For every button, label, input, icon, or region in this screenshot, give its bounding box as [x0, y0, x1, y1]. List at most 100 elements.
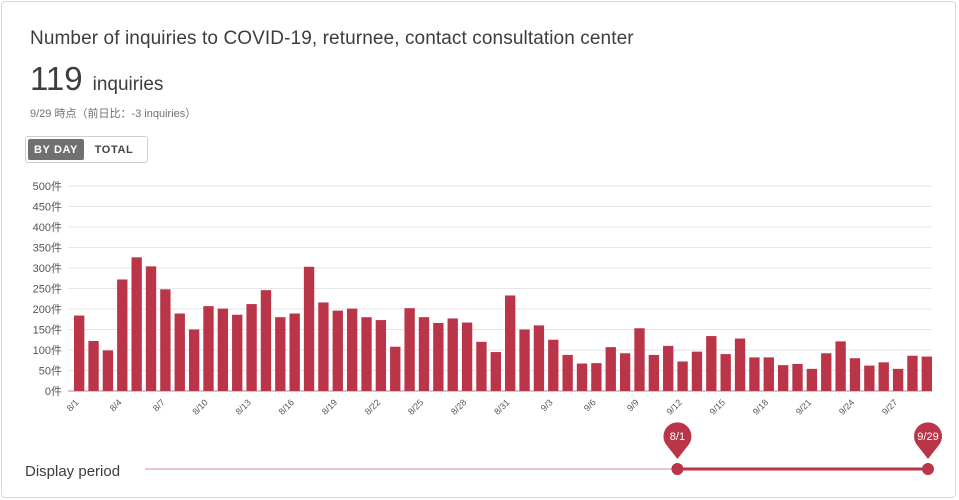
bar-9/9: [634, 328, 645, 391]
y-tick-label: 100件: [33, 344, 62, 357]
slider-end-marker: [914, 422, 943, 459]
y-tick-label: 500件: [33, 180, 62, 193]
bar-9/22: [821, 353, 832, 391]
bar-8/25: [418, 317, 430, 391]
bar-8/9: [188, 329, 200, 391]
by-day-button[interactable]: BY DAY: [28, 139, 84, 160]
as-of-date: 9/29 時点（前日比：-3 inquiries）: [30, 108, 197, 120]
headline-value: 119 inquiries: [30, 60, 163, 98]
x-tick-label: 8/10: [190, 397, 209, 416]
bar-9/12: [677, 361, 688, 391]
bar-9/24: [849, 358, 861, 391]
bar-8/2: [88, 340, 99, 391]
bar-9/28: [907, 355, 918, 391]
x-tick-label: 9/21: [794, 397, 813, 416]
bar-9/23: [835, 341, 846, 391]
x-tick-label: 8/7: [151, 397, 167, 413]
bar-9/13: [691, 351, 703, 391]
slider-end-handle[interactable]: [922, 463, 934, 475]
x-tick-label: 8/31: [492, 397, 511, 416]
bar-8/8: [174, 313, 185, 391]
bar-8/23: [390, 346, 401, 391]
y-tick-label: 250件: [33, 283, 62, 296]
bar-8/22: [375, 320, 387, 391]
y-tick-label: 400件: [33, 221, 62, 234]
x-tick-label: 8/22: [363, 397, 382, 416]
x-tick-label: 9/6: [582, 397, 598, 413]
bar-9/3: [548, 339, 559, 391]
x-tick-label: 8/4: [108, 397, 124, 413]
bar-9/16: [734, 338, 746, 391]
bar-9/17: [749, 357, 760, 391]
y-tick-label: 450件: [33, 201, 62, 214]
bar-9/20: [792, 363, 803, 391]
x-tick-label: 8/13: [234, 397, 253, 416]
total-button[interactable]: TOTAL: [94, 143, 134, 156]
y-tick-label: 300件: [33, 262, 62, 275]
bar-9/1: [519, 329, 530, 391]
bar-9/18: [763, 357, 774, 391]
x-tick-label: 9/18: [751, 397, 770, 416]
bar-9/8: [619, 353, 631, 391]
x-tick-label: 9/15: [708, 397, 727, 416]
bar-8/7: [160, 289, 171, 391]
slider-start-marker: [663, 422, 692, 459]
bar-9/10: [648, 354, 660, 391]
bar-8/29: [476, 341, 487, 391]
bar-9/21: [806, 368, 818, 391]
x-tick-label: 8/16: [277, 397, 296, 416]
bar-9/27: [892, 368, 904, 391]
bar-9/5: [576, 363, 588, 391]
bar-8/24: [404, 308, 415, 391]
bar-8/12: [232, 314, 243, 391]
y-tick-label: 50件: [39, 365, 62, 378]
bar-8/4: [117, 279, 128, 391]
slider-start-handle[interactable]: [671, 463, 684, 475]
x-tick-label: 8/25: [406, 397, 425, 416]
bar-8/27: [447, 318, 458, 391]
card-title: Number of inquiries to COVID-19, returne…: [30, 28, 634, 49]
slider-end-label: 9/29: [917, 431, 938, 443]
y-tick-label: 0件: [45, 385, 62, 398]
bar-9/11: [663, 345, 674, 391]
bar-8/5: [131, 257, 142, 391]
display-mode-toggle: BY DAY TOTAL: [25, 136, 148, 163]
bar-8/20: [346, 308, 358, 391]
bar-9/15: [720, 354, 731, 391]
x-tick-label: 9/24: [837, 397, 856, 416]
headline-number: 119: [30, 60, 83, 97]
y-tick-label: 150件: [33, 324, 62, 337]
bar-9/29: [921, 356, 932, 391]
y-tick-label: 350件: [33, 242, 62, 255]
x-tick-label: 8/19: [320, 397, 339, 416]
headline-unit: inquiries: [92, 74, 164, 95]
bar-8/15: [275, 317, 286, 391]
y-tick-label: 200件: [33, 303, 62, 316]
slider-start-label: 8/1: [670, 431, 685, 443]
bar-8/14: [260, 290, 272, 391]
bar-9/7: [605, 347, 616, 391]
bar-8/13: [246, 304, 257, 391]
x-tick-label: 8/28: [449, 397, 468, 416]
bar-9/6: [591, 363, 602, 391]
bar-8/19: [332, 310, 343, 391]
x-tick-label: 9/3: [539, 397, 555, 413]
bar-9/14: [706, 336, 717, 391]
bar-8/26: [433, 322, 444, 391]
bar-8/28: [461, 322, 473, 391]
bar-8/10: [203, 306, 214, 391]
display-period-label: Display period: [25, 463, 121, 480]
bar-8/30: [490, 352, 501, 391]
bar-9/4: [562, 354, 573, 391]
bar-9/25: [864, 365, 875, 391]
bar-9/2: [533, 325, 545, 391]
bar-8/17: [303, 266, 315, 391]
bar-9/26: [878, 362, 889, 391]
bar-8/1: [74, 315, 85, 391]
x-tick-label: 9/12: [665, 397, 684, 416]
bar-8/31: [505, 295, 516, 391]
bar-8/11: [217, 308, 229, 391]
bar-9/19: [777, 365, 789, 391]
